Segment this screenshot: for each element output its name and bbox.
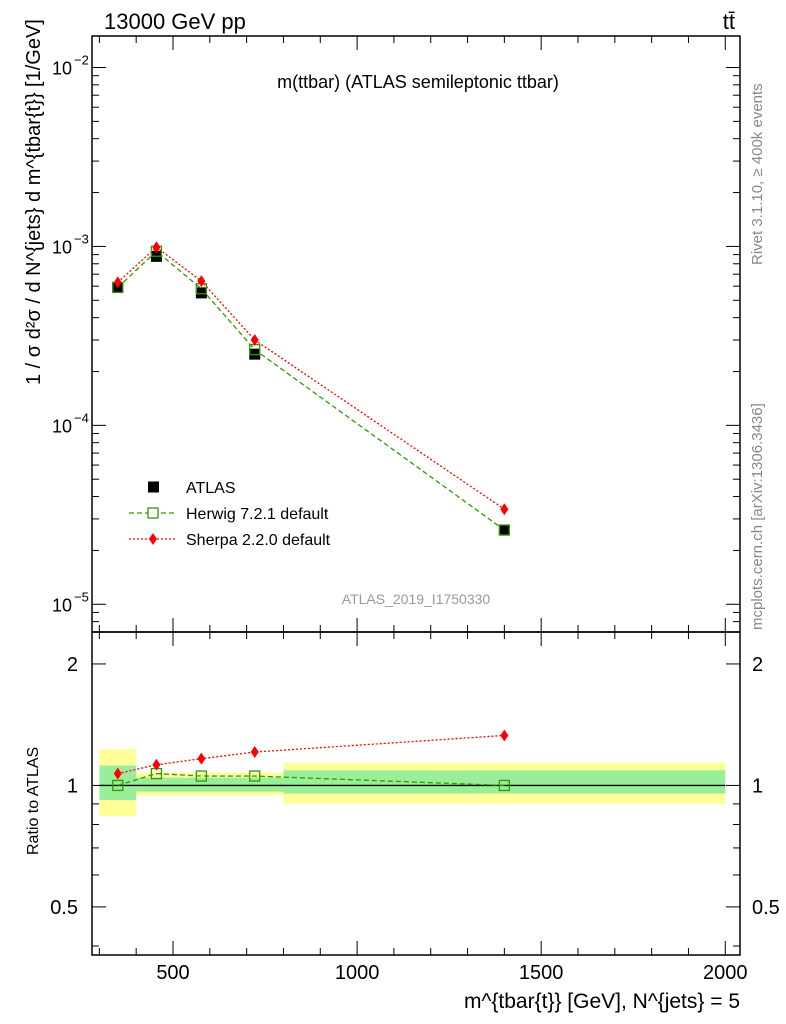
ratio-panel: 0.5 0.5 1 1 2 2 500 1000 1500 2000 Ratio to ATLAS…: [25, 631, 780, 1013]
y-tick-label-exponent: −2: [74, 53, 89, 68]
ratio-point-herwig: [249, 770, 261, 782]
header-right-label: tt̄: [723, 9, 735, 34]
ratio-point-sherpa: [152, 758, 161, 771]
header-left-label: 13000 GeV pp: [104, 9, 246, 34]
x-axis-label: m^{tbar{t}} [GeV], N^{jets} = 5: [464, 990, 740, 1013]
ratio-stat-uncertainty-band: [136, 777, 284, 792]
ratio-point-sherpa: [197, 752, 206, 765]
legend-marker-sherpa: [149, 533, 157, 545]
ratio-y-tick-label-right: 0.5: [752, 897, 780, 919]
data-point-sherpa: [152, 241, 161, 254]
data-point-sherpa: [250, 333, 259, 346]
legend-label: Sherpa 2.2.0 default: [186, 532, 331, 549]
ratio-y-tick-label: 0.5: [50, 897, 78, 919]
rivet-version-label: Rivet 3.1.10, ≥ 400k events: [749, 83, 766, 265]
ratio-point-herwig: [195, 770, 208, 782]
watermark-label: ATLAS_2019_I1750330: [342, 591, 491, 607]
ratio-y-axis-label: Ratio to ATLAS: [25, 747, 42, 855]
y-tick-label-exponent: −5: [74, 589, 89, 604]
x-tick-label: 1500: [519, 962, 564, 984]
x-tick-label: 1000: [335, 962, 380, 984]
main-series-layer: [112, 241, 511, 536]
mcplots-label: mcplots.cern.ch [arXiv:1306.3436]: [749, 403, 766, 630]
legend-marker-atlas: [148, 481, 159, 493]
data-point-atlas: [195, 287, 207, 299]
ratio-y-tick-label-right: 2: [752, 654, 763, 676]
y-tick-label: 10: [52, 237, 72, 257]
legend-marker-herwig: [147, 507, 159, 519]
ratio-frame: [91, 631, 741, 956]
ratio-axis-ticks: 0.5 0.5 1 1 2 2 500 1000 1500 2000: [50, 632, 780, 984]
legend-label: Herwig 7.2.1 default: [186, 506, 329, 523]
y-tick-label-exponent: −3: [74, 231, 89, 246]
y-tick-label: 10: [52, 59, 72, 79]
data-point-sherpa: [197, 275, 206, 288]
y-tick-label-exponent: −4: [74, 410, 89, 425]
ratio-point-herwig: [112, 779, 124, 792]
main-panel: 10−510−410−310−2 m(ttbar) (ATLAS semilep…: [23, 19, 741, 633]
ratio-point-sherpa: [500, 729, 509, 742]
main-y-axis-label: 1 / σ d²σ / d N^{jets} d m^{tbar{t}} [1/…: [23, 19, 45, 385]
ratio-y-tick-label: 1: [67, 775, 78, 797]
x-tick-label: 2000: [703, 962, 748, 984]
y-tick-label: 10: [52, 595, 72, 615]
ratio-y-tick-label: 2: [67, 654, 78, 676]
ratio-point-sherpa: [113, 767, 122, 780]
ratio-uncertainty-bands: [99, 749, 726, 816]
ratio-point-sherpa: [250, 746, 259, 759]
series-line: [117, 246, 505, 510]
main-title: m(ttbar) (ATLAS semileptonic ttbar): [277, 72, 559, 92]
series-line: [117, 250, 505, 531]
ratio-y-tick-label-right: 1: [752, 775, 763, 797]
data-point-sherpa: [500, 503, 509, 516]
ratio-series-line: [117, 772, 505, 787]
data-point-sherpa: [113, 276, 122, 289]
ratio-stat-uncertainty-band: [283, 770, 726, 794]
legend: ATLAS Herwig 7.2.1 default Sherpa 2.2.0 de…: [129, 480, 331, 549]
y-tick-label: 10: [52, 416, 72, 436]
main-axis-ticks: 10−510−410−310−2: [52, 36, 740, 633]
legend-label: ATLAS: [186, 480, 236, 497]
x-tick-label: 500: [156, 962, 189, 984]
ratio-series-layer: [112, 729, 511, 792]
data-point-herwig: [498, 524, 511, 536]
data-point-atlas: [498, 524, 510, 536]
ratio-point-herwig: [498, 779, 511, 792]
